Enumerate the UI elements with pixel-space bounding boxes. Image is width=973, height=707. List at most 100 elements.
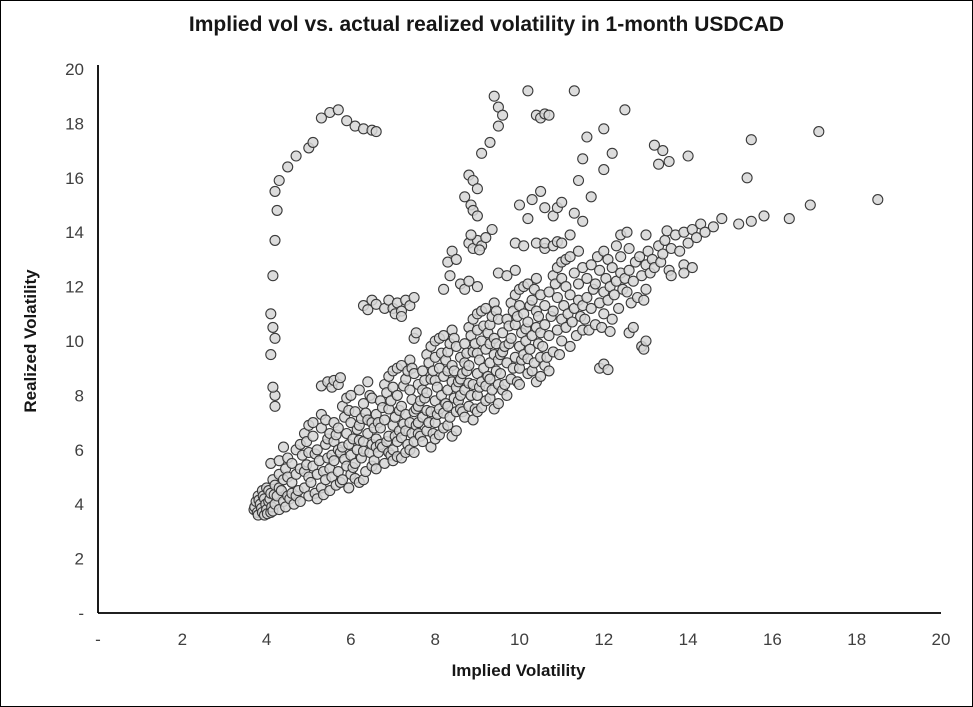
data-point <box>524 343 536 355</box>
data-point <box>553 349 566 361</box>
data-point <box>343 482 355 494</box>
data-point <box>566 316 578 328</box>
data-point <box>621 226 633 238</box>
data-point <box>804 199 816 211</box>
data-point <box>568 267 580 279</box>
data-point <box>598 308 610 320</box>
data-point <box>537 340 549 352</box>
data-point <box>539 300 551 312</box>
data-point <box>391 389 403 401</box>
data-point <box>518 240 530 252</box>
y-tick-label: 12 <box>65 278 84 297</box>
data-point <box>653 158 665 170</box>
data-point <box>267 321 279 333</box>
data-point <box>476 147 488 159</box>
data-point <box>610 240 622 252</box>
data-point <box>286 457 298 469</box>
data-point <box>421 387 433 399</box>
data-point <box>602 364 614 376</box>
data-point <box>513 378 526 391</box>
data-point <box>585 259 597 271</box>
data-point <box>509 264 521 276</box>
data-point <box>353 384 365 396</box>
y-tick-label: 18 <box>65 114 84 133</box>
data-point <box>408 446 420 459</box>
x-tick-label: 10 <box>510 630 529 649</box>
data-point <box>581 291 593 304</box>
data-point <box>572 278 585 290</box>
data-point <box>551 291 563 304</box>
data-point <box>501 270 513 282</box>
data-point <box>598 123 610 135</box>
data-point <box>556 335 568 347</box>
data-point <box>480 302 492 314</box>
data-point <box>444 270 456 282</box>
data-point <box>663 155 675 168</box>
data-point <box>543 330 555 342</box>
data-point <box>315 112 327 124</box>
y-tick-label: 2 <box>75 550 84 569</box>
data-point <box>513 199 526 211</box>
y-tick-label: 16 <box>65 169 84 188</box>
data-point <box>505 332 517 344</box>
data-point <box>484 136 496 148</box>
data-point <box>501 389 513 401</box>
data-point <box>585 191 597 203</box>
y-tick-label: 10 <box>65 332 84 351</box>
data-point <box>657 145 669 157</box>
data-point <box>277 441 290 453</box>
y-tick-label: 6 <box>75 441 84 460</box>
data-point <box>395 310 408 323</box>
data-point <box>269 185 281 197</box>
data-point <box>543 286 555 298</box>
data-point <box>589 278 601 290</box>
x-tick-label: 12 <box>594 630 613 649</box>
data-point <box>682 237 694 249</box>
data-point <box>488 90 500 102</box>
data-point <box>813 126 825 138</box>
data-point <box>370 463 382 475</box>
data-point <box>271 204 283 216</box>
data-point <box>463 359 475 372</box>
data-point <box>269 332 281 344</box>
data-point <box>745 134 757 146</box>
data-point <box>640 229 652 241</box>
chart-title: Implied vol vs. actual realized volatili… <box>188 13 785 36</box>
data-point <box>640 283 652 295</box>
data-point <box>741 172 753 184</box>
data-point <box>526 294 538 306</box>
data-point <box>334 372 346 384</box>
x-tick-label: 14 <box>679 630 698 649</box>
data-point <box>594 264 606 276</box>
x-tick-label: 18 <box>847 630 866 649</box>
data-point <box>572 245 585 257</box>
data-point <box>577 153 589 165</box>
data-point <box>269 400 281 412</box>
data-point <box>408 291 420 304</box>
data-point <box>450 425 462 437</box>
data-point <box>438 330 450 342</box>
data-point <box>379 414 391 426</box>
data-point <box>627 275 639 287</box>
data-point <box>341 115 353 127</box>
data-point <box>758 210 770 222</box>
data-point <box>733 218 745 230</box>
data-point <box>265 308 277 320</box>
data-point <box>535 370 547 382</box>
data-point <box>606 313 618 325</box>
x-tick-label: 16 <box>763 630 782 649</box>
data-point <box>305 476 317 488</box>
data-point <box>707 221 719 233</box>
x-tick-label: 4 <box>262 630 271 649</box>
data-point <box>621 286 633 298</box>
data-point <box>311 444 323 456</box>
data-point <box>556 196 568 208</box>
data-point <box>543 365 555 377</box>
data-point <box>370 126 382 138</box>
data-point <box>572 174 585 187</box>
data-point <box>269 234 281 246</box>
data-point <box>579 313 591 325</box>
data-point <box>640 335 652 347</box>
y-tick-label: 8 <box>75 386 84 405</box>
